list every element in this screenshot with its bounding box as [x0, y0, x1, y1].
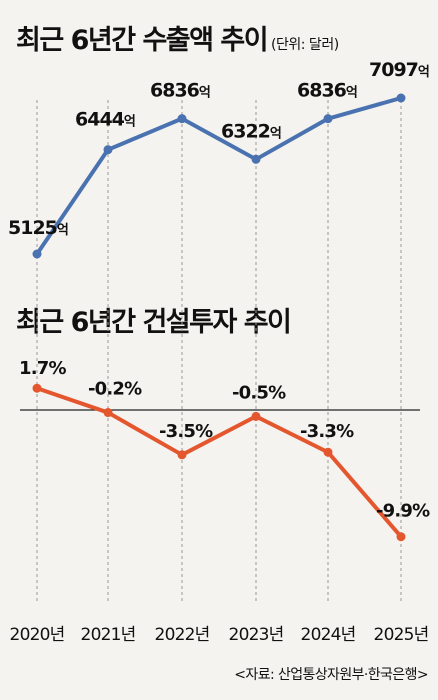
- construction-point-5: [396, 532, 406, 542]
- x-tick-label-1: 2021년: [81, 625, 136, 645]
- x-tick-label-2: 2022년: [155, 625, 210, 645]
- construction-point-2: [177, 450, 187, 460]
- export-data-label-0: 5125억: [8, 217, 68, 239]
- construction-data-label-4: -3.3%: [300, 421, 354, 442]
- export-point-5: [396, 93, 406, 103]
- construction-data-label-2: -3.5%: [159, 421, 213, 442]
- source-note: <자료: 산업통상자원부·한국은행>: [234, 667, 428, 683]
- construction-point-4: [323, 447, 333, 457]
- construction-data-label-1: -0.2%: [88, 379, 142, 400]
- export-chart-title: 최근 6년간 수출액 추이 (단위: 달러): [16, 18, 339, 57]
- export-point-2: [177, 114, 187, 124]
- export-title-text: 최근 6년간 수출액 추이: [16, 25, 269, 56]
- x-tick-label-5: 2025년: [374, 625, 429, 645]
- export-data-label-5: 7097억: [369, 59, 429, 81]
- export-data-label-3: 6322억: [221, 120, 281, 142]
- x-tick-label-4: 2024년: [301, 625, 356, 645]
- construction-point-1: [103, 408, 113, 418]
- construction-point-0: [32, 383, 42, 393]
- export-point-1: [103, 145, 113, 155]
- export-series-line: [35, 96, 402, 256]
- export-point-3: [251, 154, 261, 164]
- export-data-label-2: 6836억: [150, 80, 210, 102]
- construction-chart-title: 최근 6년간 건설투자 추이: [16, 300, 292, 339]
- export-data-label-1: 6444억: [75, 109, 135, 131]
- x-tick-label-3: 2023년: [229, 625, 284, 645]
- export-point-4: [323, 114, 333, 124]
- x-tick-label-0: 2020년: [10, 625, 65, 645]
- export-unit-label: (단위: 달러): [271, 37, 339, 53]
- construction-data-label-0: 1.7%: [19, 358, 66, 379]
- construction-point-3: [251, 411, 261, 421]
- export-data-label-4: 6836억: [297, 80, 357, 102]
- construction-title-text: 최근 6년간 건설투자 추이: [16, 307, 292, 338]
- export-point-0: [32, 249, 42, 259]
- construction-data-label-3: -0.5%: [232, 382, 286, 403]
- construction-data-label-5: -9.9%: [376, 501, 430, 522]
- construction-series-line: [36, 386, 403, 539]
